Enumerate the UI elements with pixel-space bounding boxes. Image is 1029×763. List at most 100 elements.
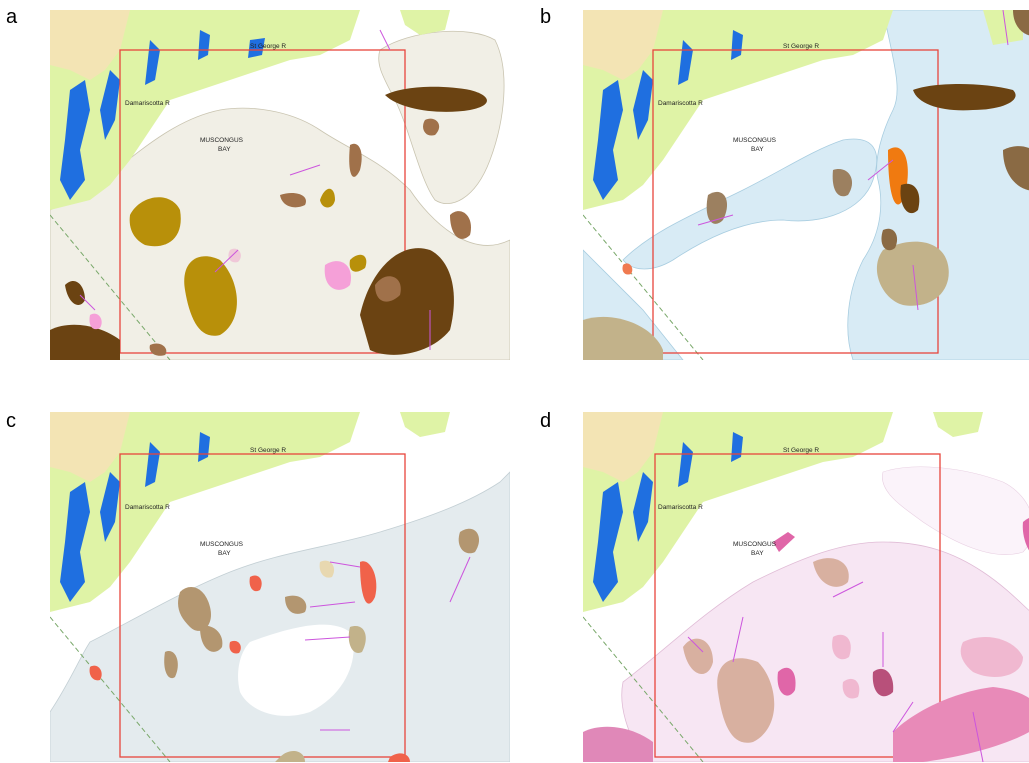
sediment-patch — [832, 169, 853, 197]
study-box — [119, 453, 406, 758]
map-b-canvas: St George R Damariscotta R MUSCONGUS BAY — [583, 10, 1029, 360]
inland-water — [60, 482, 90, 602]
sediment-patch — [285, 595, 307, 614]
study-box — [652, 49, 939, 354]
sediment-patch — [164, 651, 178, 679]
inland-water — [731, 30, 743, 60]
inland-water — [198, 30, 210, 60]
sediment-patch — [65, 280, 85, 305]
sediment-patch — [773, 532, 795, 552]
sediment-patch — [842, 678, 860, 699]
sediment-patch — [913, 84, 1016, 111]
sediment-patch — [832, 634, 851, 660]
sediment-patch — [388, 753, 410, 762]
peninsula-land — [583, 412, 663, 482]
sediment-patch — [583, 316, 663, 360]
label-damariscotta: Damariscotta R — [658, 504, 703, 511]
sediment-patch — [149, 343, 167, 356]
map-panel-a: St George R Damariscotta R MUSCONGUS BAY — [50, 10, 510, 360]
sediment-patch — [349, 143, 362, 177]
inland-water — [248, 38, 265, 58]
sediment-patch — [89, 313, 102, 330]
boundary-line — [50, 616, 171, 762]
island-land — [983, 10, 1023, 45]
inland-water — [145, 40, 160, 85]
sediment-patch — [324, 261, 351, 290]
coastal-land — [50, 10, 360, 210]
map-panel-b: St George R Damariscotta R MUSCONGUS BAY — [583, 10, 1029, 360]
sediment-patch — [50, 324, 120, 360]
sediment-patch — [900, 183, 920, 214]
sediment-patch — [275, 750, 305, 762]
survey-area-gap — [238, 624, 354, 716]
coastal-land — [50, 412, 360, 612]
label-damariscotta: Damariscotta R — [125, 504, 170, 511]
label-bay-line1: MUSCONGUS — [200, 541, 244, 548]
label-bay-line1: MUSCONGUS — [733, 137, 777, 144]
label-st-george: St George R — [783, 447, 819, 454]
label-bay-line2: BAY — [751, 550, 764, 557]
label-st-george: St George R — [250, 447, 286, 454]
sediment-patch — [89, 665, 102, 681]
island-land — [400, 412, 450, 437]
sediment-patch — [1022, 518, 1029, 551]
sediment-patch — [622, 263, 633, 275]
sediment-patch — [375, 276, 401, 302]
displacement-arrows — [79, 29, 431, 350]
sediment-patch — [200, 625, 223, 652]
displacement-arrows — [697, 10, 1009, 311]
inland-water — [145, 442, 160, 487]
sediment-patch — [228, 248, 241, 263]
peninsula-land — [50, 412, 130, 482]
boundary-line — [583, 616, 704, 762]
panel-letter-a: a — [6, 6, 18, 28]
sediment-patch — [876, 241, 949, 306]
sediment-patch — [683, 638, 713, 674]
sediment-patch — [458, 528, 480, 554]
sediment-patch — [872, 668, 894, 697]
inland-water — [593, 482, 623, 602]
label-st-george: St George R — [783, 43, 819, 50]
displacement-arrows — [687, 581, 984, 762]
panel-letter-d: d — [540, 410, 552, 432]
study-box — [654, 453, 941, 758]
boundary-line — [583, 214, 704, 360]
label-bay-line1: MUSCONGUS — [200, 137, 244, 144]
survey-area — [622, 138, 878, 270]
sediment-patch — [450, 211, 471, 239]
label-bay-line1: MUSCONGUS — [733, 541, 777, 548]
label-st-george: St George R — [250, 43, 286, 50]
sediment-patch — [348, 626, 366, 653]
island-land — [933, 412, 983, 437]
label-bay-line2: BAY — [218, 146, 231, 153]
survey-area — [378, 30, 505, 204]
sediment-patch — [320, 188, 335, 208]
sediment-patch — [184, 256, 237, 336]
inland-water — [633, 70, 653, 140]
displacement-arrows — [304, 556, 471, 731]
inland-water — [100, 70, 120, 140]
sediment-patch — [583, 726, 653, 762]
sediment-patch — [129, 197, 181, 247]
sediment-patch — [960, 637, 1023, 677]
coastal-land — [583, 412, 893, 612]
boundary-line — [50, 214, 171, 360]
sediment-patch — [280, 193, 306, 208]
label-damariscotta: Damariscotta R — [658, 100, 703, 107]
inland-water — [60, 80, 90, 200]
peninsula-land — [50, 10, 130, 80]
inland-water — [678, 442, 693, 487]
sediment-patch — [385, 86, 487, 112]
map-d-canvas: St George R Damariscotta R MUSCONGUS BAY — [583, 412, 1029, 762]
label-bay-line2: BAY — [751, 146, 764, 153]
sediment-patch — [1003, 146, 1029, 191]
sediment-patch — [423, 118, 440, 136]
survey-area — [882, 466, 1029, 555]
inland-water — [100, 472, 120, 542]
sediment-patch — [893, 687, 1029, 762]
label-bay-line2: BAY — [218, 550, 231, 557]
sediment-patch — [349, 254, 367, 272]
inland-water — [633, 472, 653, 542]
study-box — [119, 49, 406, 354]
map-panel-d: St George R Damariscotta R MUSCONGUS BAY — [583, 412, 1029, 762]
